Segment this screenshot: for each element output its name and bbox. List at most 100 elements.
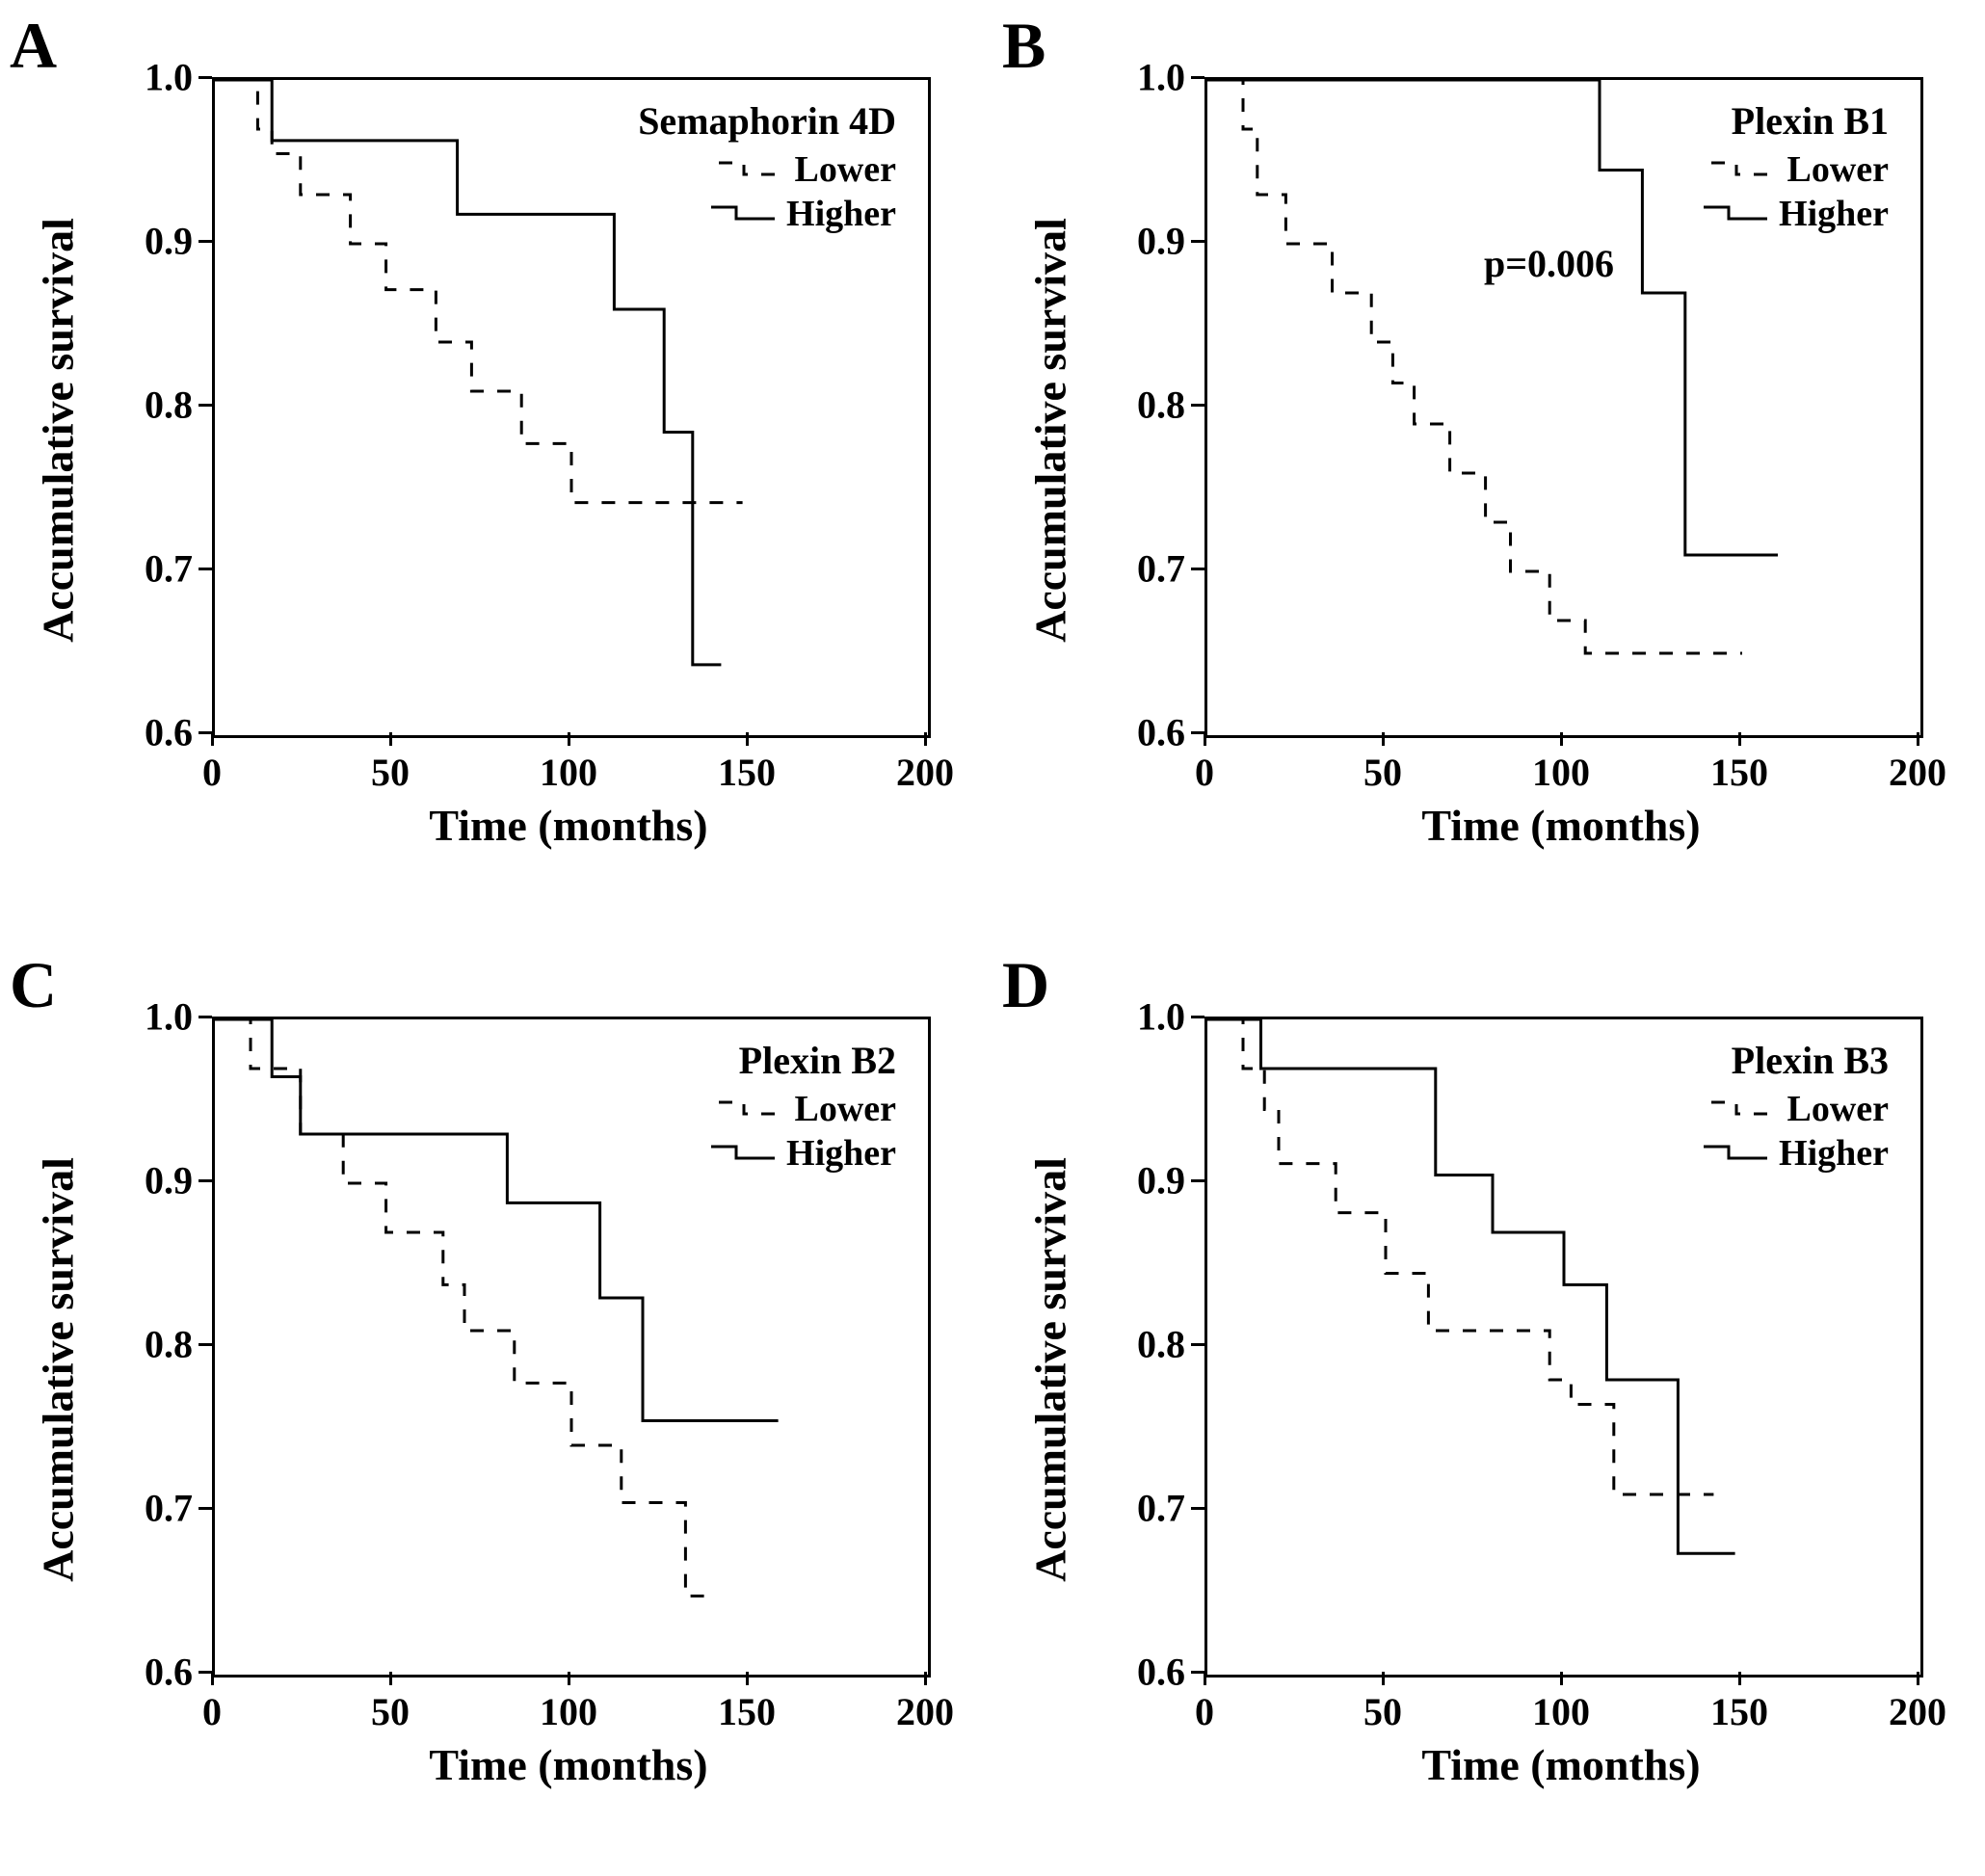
panel-A: A0501001502000.60.70.80.91.0Time (months… bbox=[0, 0, 992, 939]
curve-higher bbox=[1207, 1019, 1735, 1553]
xtick-label: 50 bbox=[1363, 1689, 1402, 1734]
xtick-label: 150 bbox=[718, 1689, 776, 1734]
xtick bbox=[211, 1672, 214, 1685]
series-title: Plexin B2 bbox=[739, 1038, 896, 1083]
legend-label-lower: Lower bbox=[794, 148, 896, 191]
legend-label-higher: Higher bbox=[786, 193, 896, 235]
panel-letter: A bbox=[10, 8, 57, 84]
panel-D: D0501001502000.60.70.80.91.0Time (months… bbox=[992, 939, 1985, 1876]
legend-swatch-higher bbox=[1702, 203, 1769, 225]
xtick-label: 0 bbox=[202, 1689, 222, 1734]
xtick bbox=[1917, 732, 1919, 746]
xlabel: Time (months) bbox=[1421, 1739, 1700, 1790]
panel-letter: B bbox=[1002, 8, 1045, 84]
legend-label-higher: Higher bbox=[1779, 1132, 1889, 1175]
legend-swatch-higher bbox=[709, 203, 777, 225]
xtick-label: 200 bbox=[896, 1689, 954, 1734]
xtick-label: 100 bbox=[1532, 750, 1590, 795]
xtick bbox=[924, 732, 927, 746]
xtick-label: 150 bbox=[1710, 750, 1768, 795]
xtick-label: 0 bbox=[1195, 750, 1214, 795]
xtick bbox=[1560, 1672, 1563, 1685]
xlabel: Time (months) bbox=[429, 1739, 707, 1790]
curve-lower bbox=[215, 1019, 714, 1596]
pvalue-label: p=0.006 bbox=[1484, 241, 1614, 286]
legend-label-higher: Higher bbox=[1779, 193, 1889, 235]
xtick-label: 200 bbox=[1889, 750, 1946, 795]
ytick bbox=[1191, 1507, 1204, 1510]
legend-swatch-lower bbox=[717, 1098, 784, 1120]
ylabel: Accumulative survival bbox=[33, 1157, 84, 1582]
ytick bbox=[198, 1016, 212, 1018]
ytick-label: 0.6 bbox=[1118, 1650, 1185, 1695]
ytick bbox=[1191, 568, 1204, 570]
xtick bbox=[389, 1672, 392, 1685]
xtick bbox=[746, 732, 749, 746]
ytick bbox=[198, 731, 212, 734]
legend-row-higher: Higher bbox=[709, 1132, 896, 1175]
xtick bbox=[746, 1672, 749, 1685]
panel-letter: D bbox=[1002, 947, 1049, 1023]
legend-swatch-lower bbox=[1709, 1098, 1777, 1120]
xtick bbox=[1382, 732, 1385, 746]
ytick-label: 1.0 bbox=[1118, 55, 1185, 100]
legend-swatch-higher bbox=[1702, 1143, 1769, 1164]
ytick-label: 0.9 bbox=[1118, 219, 1185, 264]
xtick-label: 100 bbox=[540, 750, 597, 795]
xtick bbox=[924, 1672, 927, 1685]
ytick bbox=[198, 1671, 212, 1674]
legend-label-higher: Higher bbox=[786, 1132, 896, 1175]
xtick-label: 200 bbox=[1889, 1689, 1946, 1734]
series-title: Semaphorin 4D bbox=[638, 98, 896, 144]
ylabel: Accumulative survival bbox=[33, 218, 84, 643]
xtick bbox=[1382, 1672, 1385, 1685]
xtick-label: 50 bbox=[371, 750, 410, 795]
xtick-label: 100 bbox=[1532, 1689, 1590, 1734]
legend-row-higher: Higher bbox=[1702, 1132, 1889, 1175]
ytick bbox=[1191, 731, 1204, 734]
series-title: Plexin B3 bbox=[1732, 1038, 1889, 1083]
panel-C: C0501001502000.60.70.80.91.0Time (months… bbox=[0, 939, 992, 1876]
ytick bbox=[1191, 1343, 1204, 1346]
figure-root: A 0 50 100 150 200 0.6 0.7 0.8 0.9 1.0 Time (months… bbox=[0, 0, 1985, 1876]
xtick-label: 0 bbox=[1195, 1689, 1214, 1734]
ytick-label: 0.7 bbox=[125, 1486, 193, 1531]
xtick-label: 100 bbox=[540, 1689, 597, 1734]
legend-swatch-lower bbox=[1709, 159, 1777, 180]
xtick-label: 150 bbox=[718, 750, 776, 795]
ytick bbox=[1191, 1179, 1204, 1182]
ytick-label: 0.6 bbox=[1118, 710, 1185, 755]
legend-row-lower: Lower bbox=[717, 148, 896, 191]
ytick bbox=[198, 404, 212, 407]
ylabel: Accumulative survival bbox=[1025, 218, 1076, 643]
xtick-label: 200 bbox=[896, 750, 954, 795]
xtick bbox=[389, 732, 392, 746]
ytick-label: 0.6 bbox=[125, 710, 193, 755]
ytick-label: 0.8 bbox=[125, 1322, 193, 1367]
legend-label-lower: Lower bbox=[794, 1088, 896, 1130]
panel-letter: C bbox=[10, 947, 57, 1023]
ytick bbox=[1191, 1016, 1204, 1018]
xtick-label: 50 bbox=[1363, 750, 1402, 795]
xtick-label: 0 bbox=[202, 750, 222, 795]
curve-higher bbox=[215, 80, 721, 665]
ytick-label: 0.7 bbox=[125, 546, 193, 592]
xtick bbox=[1738, 732, 1741, 746]
ytick-label: 1.0 bbox=[125, 55, 193, 100]
curve-lower bbox=[1207, 80, 1742, 653]
ytick bbox=[198, 1507, 212, 1510]
curve-higher bbox=[1207, 80, 1778, 555]
ytick bbox=[198, 76, 212, 79]
legend-row-lower: Lower bbox=[1709, 1088, 1889, 1130]
xtick bbox=[1917, 1672, 1919, 1685]
ytick-label: 0.7 bbox=[1118, 546, 1185, 592]
ylabel: Accumulative survival bbox=[1025, 1157, 1076, 1582]
xtick-label: 50 bbox=[371, 1689, 410, 1734]
ytick-label: 0.8 bbox=[1118, 383, 1185, 428]
ytick-label: 0.9 bbox=[1118, 1158, 1185, 1203]
xlabel: Time (months) bbox=[1421, 800, 1700, 851]
xtick bbox=[1560, 732, 1563, 746]
ytick bbox=[1191, 76, 1204, 79]
ytick bbox=[198, 1179, 212, 1182]
legend-row-lower: Lower bbox=[1709, 148, 1889, 191]
